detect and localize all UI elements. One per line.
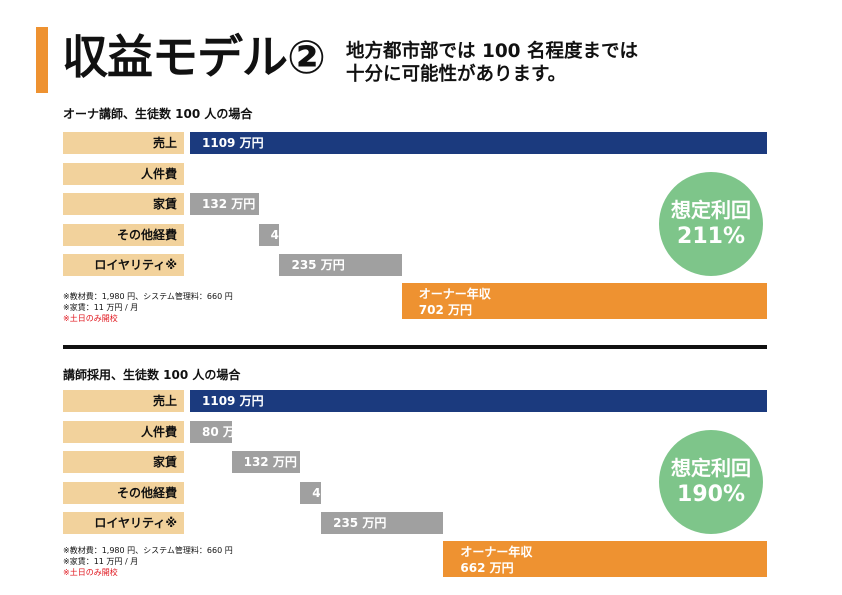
chart-1-bar-value-label: 235 万円 xyxy=(291,258,345,272)
chart-1-row-label: 人件費 xyxy=(63,163,184,185)
chart-1-owner-income-value: 702 万円 xyxy=(418,303,472,317)
chart-2-note-red: ※土日のみ開校 xyxy=(63,568,118,577)
chart-2-row-label: 売上 xyxy=(63,390,184,412)
chart-2-owner-income-label: オーナー年収 xyxy=(460,545,533,559)
chart-1-profit-value: 211% xyxy=(677,224,745,249)
chart-1-notes: ※教材費：1,980 円、システム管理料：660 円 ※家賃：11 万円 / 月 ※… xyxy=(63,291,233,324)
chart-1-bar-value-label: 1109 万円 xyxy=(202,136,264,150)
chart-1-bar-value-label: 132 万円 xyxy=(202,197,256,211)
chart-1-profit-circle: 想定利回 211% xyxy=(659,172,763,276)
chart-2-bar-value-label: 235 万円 xyxy=(333,516,387,530)
page-title: 収益モデル② xyxy=(62,30,326,84)
chart-1-row-label: その他経費 xyxy=(63,224,184,246)
chart-2-cost-bar xyxy=(300,482,322,504)
chart-1-cost-bar xyxy=(258,224,280,246)
chart-2-notes: ※教材費：1,980 円、システム管理料：660 円 ※家賃：11 万円 / 月 ※… xyxy=(63,545,233,578)
chart-1-profit-label: 想定利回 xyxy=(671,198,751,222)
chart-2-bar-value-label: 40 万円 xyxy=(312,486,358,500)
page-subtitle: 地方都市部では 100 名程度までは 十分に可能性があります。 xyxy=(346,40,726,86)
title-accent-bar xyxy=(36,27,48,93)
chart-2-heading: 講師採用、生徒数 100 人の場合 xyxy=(63,368,241,382)
chart-2-profit-value: 190% xyxy=(677,482,745,507)
subtitle-line-2: 十分に可能性があります。 xyxy=(346,64,567,85)
chart-1-row-label: 家賃 xyxy=(63,193,184,215)
chart-2-row-label: 家賃 xyxy=(63,451,184,473)
chart-2-owner-income-box: オーナー年収 662 万円 xyxy=(443,541,767,577)
chart-1-note-red: ※土日のみ開校 xyxy=(63,314,118,323)
chart-2-sales-bar xyxy=(190,390,767,412)
chart-1-bar-value-label: 40 万円 xyxy=(270,228,316,242)
chart-1-cost-bar xyxy=(279,254,402,276)
chart-1-note: ※家賃：11 万円 / 月 xyxy=(63,303,139,312)
chart-1-row-label: 売上 xyxy=(63,132,184,154)
subtitle-line-1: 地方都市部では 100 名程度までは xyxy=(346,41,638,62)
chart-2-bar-value-label: 80 万円 xyxy=(202,425,247,439)
chart-1-heading: オーナ講師、生徒数 100 人の場合 xyxy=(63,107,253,121)
chart-1-owner-income-label: オーナー年収 xyxy=(418,287,491,301)
chart-1-cost-bar xyxy=(190,193,259,215)
chart-2-cost-bar xyxy=(231,451,301,473)
chart-2-row-label: 人件費 xyxy=(63,421,184,443)
chart-1-owner-income-box: オーナー年収 702 万円 xyxy=(401,283,767,319)
chart-2-note: ※教材費：1,980 円、システム管理料：660 円 xyxy=(63,546,233,555)
chart-2-profit-circle: 想定利回 190% xyxy=(659,430,763,534)
chart-1-sales-bar xyxy=(190,132,767,154)
chart-1-row-label: ロイヤリティ※ xyxy=(63,254,184,276)
section-divider xyxy=(63,345,767,349)
chart-2-row-label: ロイヤリティ※ xyxy=(63,512,184,534)
chart-2-bar-value-label: 1109 万円 xyxy=(202,394,264,408)
chart-2-owner-income-value: 662 万円 xyxy=(460,561,514,575)
chart-2-row-label: その他経費 xyxy=(63,482,184,504)
chart-2-profit-label: 想定利回 xyxy=(671,456,751,480)
chart-2-note: ※家賃：11 万円 / 月 xyxy=(63,557,139,566)
chart-2-cost-bar xyxy=(321,512,444,534)
chart-2-cost-bar xyxy=(190,421,232,443)
chart-1-note: ※教材費：1,980 円、システム管理料：660 円 xyxy=(63,292,233,301)
chart-2-bar-value-label: 132 万円 xyxy=(243,455,297,469)
